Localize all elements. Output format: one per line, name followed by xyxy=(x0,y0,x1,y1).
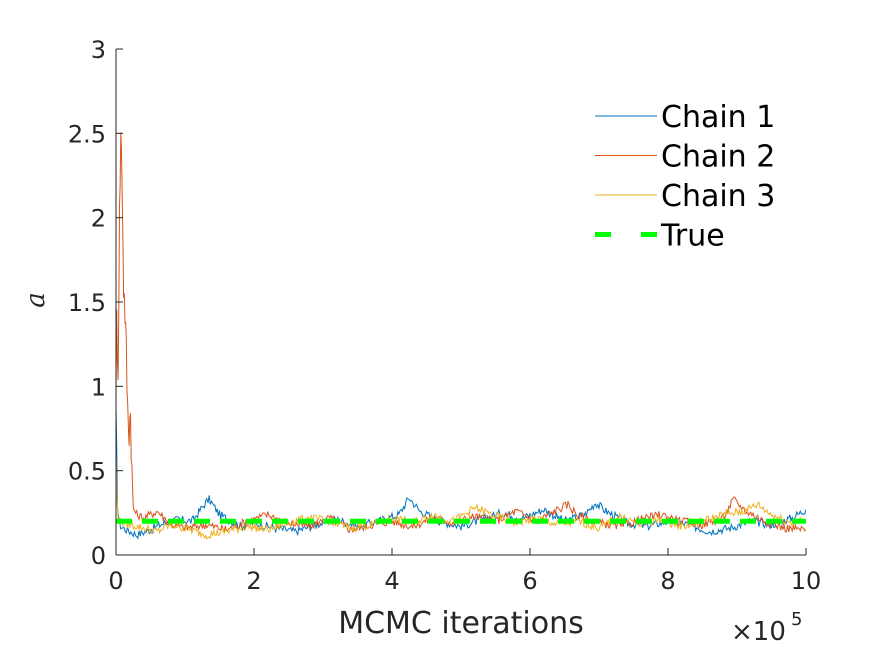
y-ticks: 0 0.5 1 1.5 2 2.5 3 xyxy=(68,36,123,570)
x-tick-label: 2 xyxy=(246,567,261,595)
x-axis-label: MCMC iterations xyxy=(338,606,584,641)
x-ticks: 0 2 4 6 8 10 xyxy=(108,548,821,595)
x-multiplier: ×10 5 xyxy=(731,609,802,645)
legend-entry-label: Chain 2 xyxy=(661,140,775,175)
series-layer xyxy=(116,132,806,540)
y-tick-label: 2 xyxy=(91,205,106,233)
y-axis-label: a xyxy=(21,292,51,308)
y-tick-label: 1 xyxy=(91,373,106,401)
y-tick-label: 1.5 xyxy=(68,289,106,317)
legend: Chain 1 Chain 2 Chain 3 True xyxy=(595,100,775,254)
series-line-chain-3 xyxy=(116,455,806,540)
x-tick-label: 0 xyxy=(108,567,123,595)
x-tick-label: 10 xyxy=(791,567,822,595)
x-tick-label: 8 xyxy=(660,567,675,595)
y-tick-label: 0 xyxy=(91,542,106,570)
y-tick-label: 0.5 xyxy=(68,458,106,486)
legend-entry-label: True xyxy=(660,219,725,254)
x-multiplier-base: ×10 xyxy=(731,617,786,645)
x-multiplier-exponent: 5 xyxy=(791,609,802,630)
y-tick-label: 3 xyxy=(91,36,106,64)
y-tick-label: 2.5 xyxy=(68,120,106,148)
x-tick-label: 4 xyxy=(384,567,399,595)
x-tick-label: 6 xyxy=(522,567,537,595)
legend-entry-label: Chain 1 xyxy=(661,100,775,135)
legend-entry-label: Chain 3 xyxy=(661,179,775,214)
